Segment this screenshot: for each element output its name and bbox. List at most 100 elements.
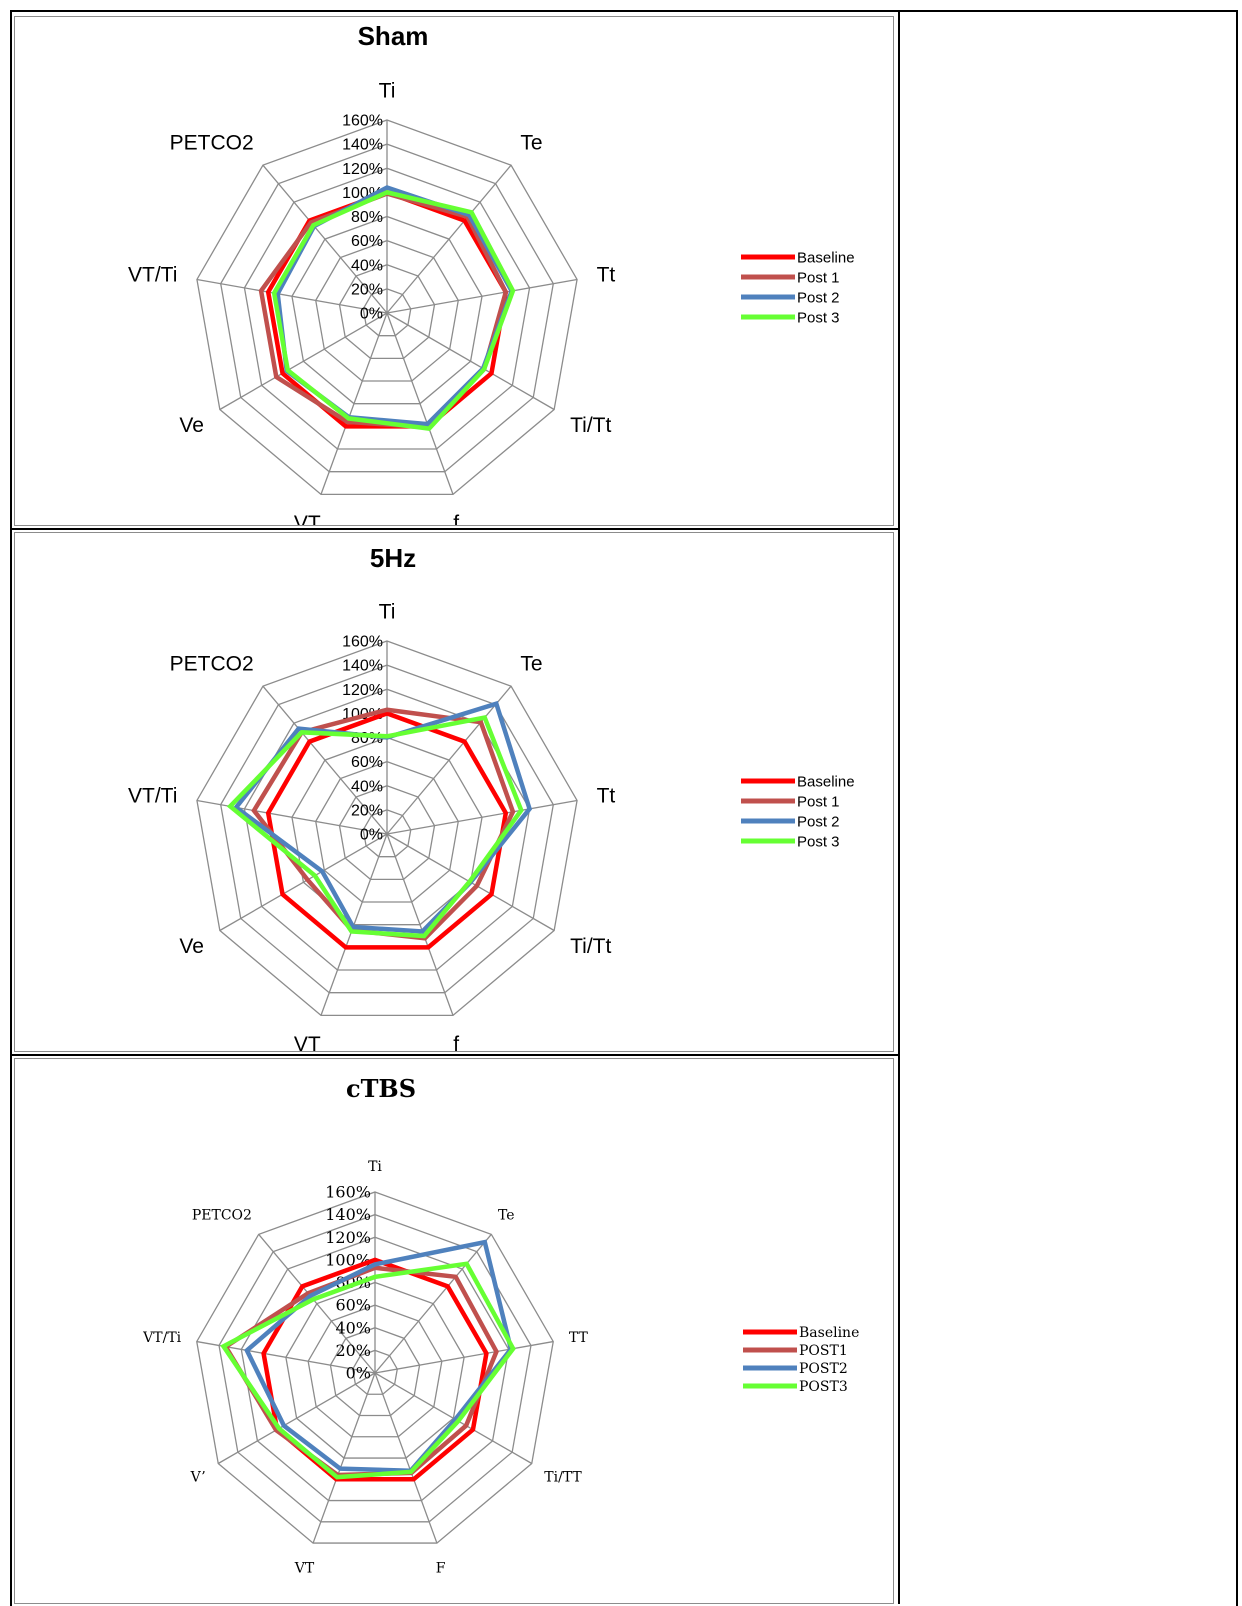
series-line-baseline — [265, 710, 509, 950]
axis-label-f: f — [453, 512, 459, 525]
axis-spoke — [386, 278, 578, 314]
axis-label-ti: Ti — [379, 600, 396, 623]
tick-label: 80% — [351, 209, 383, 226]
grid-ring — [291, 215, 483, 405]
grid-ring — [352, 1349, 398, 1395]
chart-title: cTBS — [346, 1074, 416, 1103]
legend-label: Post 2 — [797, 813, 840, 830]
tick-label: 120% — [342, 161, 383, 178]
axis-spoke — [219, 312, 388, 411]
row-divider — [10, 1054, 900, 1056]
axis-label-vt-ti: VT/Ti — [142, 1330, 182, 1346]
axis-label-petco2: PETCO2 — [170, 132, 254, 155]
row-divider — [10, 528, 900, 530]
chart-svg: 5Hz0%20%40%60%80%100%120%140%160%TiTeTtT… — [128, 543, 855, 1051]
tick-label: 60% — [335, 1296, 371, 1315]
tick-label: 140% — [342, 658, 383, 675]
axis-spoke — [258, 1233, 376, 1374]
axis-spoke — [374, 1340, 554, 1374]
tick-label: 20% — [335, 1341, 371, 1360]
grid-ring — [315, 760, 459, 903]
legend-label: Baseline — [797, 249, 855, 266]
grid-ring — [196, 1191, 554, 1544]
axis-spoke — [320, 312, 388, 495]
grid-ring — [338, 264, 436, 359]
axis-label-tt: Tt — [597, 785, 616, 808]
axis-label-petco2: PETCO2 — [170, 653, 254, 676]
axis-spoke — [219, 833, 388, 932]
grid-ring — [338, 785, 436, 880]
grid-ring — [218, 1213, 532, 1523]
axis-label-vt: VT — [294, 1560, 315, 1576]
grid-ring — [329, 1327, 421, 1417]
tick-label: 140% — [325, 1205, 371, 1224]
axis-spoke — [386, 312, 454, 495]
legend-label: Baseline — [797, 773, 855, 790]
chart-title: Sham — [358, 21, 429, 51]
axis-spoke — [386, 312, 555, 411]
axis-label-tt: Tt — [597, 264, 616, 287]
column-divider — [898, 10, 900, 1604]
legend-label: Baseline — [799, 1325, 859, 1341]
axis-label-ti: Ti — [379, 79, 396, 102]
axis-label-tt: TT — [569, 1330, 589, 1346]
axis-label-ti-tt: Ti/TT — [544, 1469, 582, 1485]
page-frame — [10, 10, 1238, 1606]
axis-label-te: Te — [520, 653, 542, 676]
tick-label: 100% — [325, 1250, 371, 1269]
axis-label-vt: VT — [294, 1033, 321, 1051]
axis-label-vt-ti: VT/Ti — [128, 785, 177, 808]
tick-label: 40% — [351, 778, 383, 795]
tick-label: 20% — [351, 281, 383, 298]
tick-label: 60% — [351, 754, 383, 771]
axis-label-v: V’ — [190, 1469, 206, 1485]
grid-ring — [362, 288, 412, 337]
legend-label: Post 3 — [797, 309, 840, 326]
axis-label-ve: Ve — [179, 935, 204, 958]
tick-label: 0% — [360, 827, 383, 844]
grid-ring — [196, 119, 578, 496]
grid-ring — [307, 1304, 443, 1438]
series-line-post3 — [220, 1261, 516, 1480]
tick-label: 160% — [342, 634, 383, 651]
grid-ring — [291, 736, 483, 926]
tick-label: 120% — [342, 682, 383, 699]
tick-label: 20% — [351, 802, 383, 819]
legend-label: POST3 — [799, 1379, 848, 1395]
grid-ring — [243, 167, 531, 450]
axis-spoke — [386, 799, 578, 835]
axis-label-ti-tt: Ti/Tt — [570, 414, 611, 437]
axis-label-ve: Ve — [179, 414, 204, 437]
tick-label: 160% — [342, 113, 383, 130]
axis-spoke — [262, 164, 388, 314]
grid-ring — [196, 640, 578, 1017]
series-line-post2 — [244, 1239, 514, 1474]
tick-label: 40% — [351, 257, 383, 274]
axis-label-ti: Ti — [368, 1159, 382, 1175]
axis-label-te: Te — [520, 132, 542, 155]
axis-label-vt: VT — [294, 512, 321, 525]
axis-spoke — [374, 1233, 492, 1374]
series-line-post-3 — [271, 190, 516, 431]
axis-spoke — [312, 1372, 376, 1544]
tick-label: 120% — [325, 1228, 371, 1247]
legend-label: Post 2 — [797, 289, 840, 306]
radar-chart-ctbs: cTBS 0% 20% 40% 60% 80% 100% 120% 140% 160% Ti Te TT… — [14, 1058, 894, 1604]
radar-chart-5hz: 5Hz 0% 20% 40% 60% 80% 100% 120% 140% 160% Ti Te Tt T… — [14, 532, 894, 1052]
axis-spoke — [386, 685, 512, 835]
axis-label-vt-ti: VT/Ti — [128, 264, 177, 287]
axis-spoke — [196, 278, 388, 314]
tick-label: 60% — [351, 233, 383, 250]
grid-ring — [315, 239, 459, 382]
grid-ring — [285, 1281, 465, 1459]
tick-label: 140% — [342, 137, 383, 154]
axis-label-petco2: PETCO2 — [192, 1207, 252, 1223]
axis-spoke — [374, 1372, 438, 1544]
series-line-post-3 — [226, 715, 524, 939]
grid-ring — [220, 664, 554, 994]
grid-ring — [240, 1236, 510, 1502]
axis-label-te: Te — [498, 1207, 515, 1223]
axis-spoke — [217, 1372, 376, 1465]
chart-svg: cTBS0%20%40%60%80%100%120%140%160%TiTeTT… — [142, 1074, 859, 1576]
axis-spoke — [386, 164, 512, 314]
